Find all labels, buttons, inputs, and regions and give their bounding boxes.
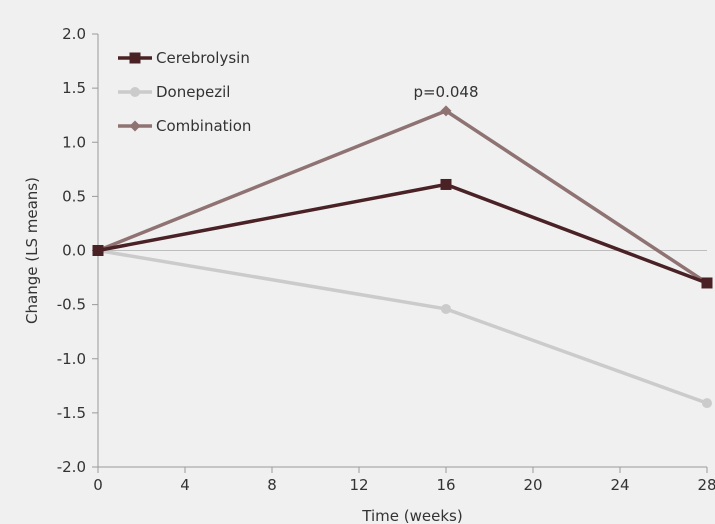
y-tick-label: -1.0 <box>57 350 86 368</box>
data-point-donepezil <box>702 398 712 409</box>
series-line-donepezil <box>97 248 708 405</box>
series-donepezil <box>93 245 712 409</box>
x-tick-label: 28 <box>697 476 715 494</box>
y-axis-title: Change (LS means) <box>23 177 41 324</box>
legend-swatch-marker <box>129 120 141 132</box>
y-tick-label: 1.0 <box>62 133 86 151</box>
y-tick-label: 1.5 <box>62 79 86 97</box>
y-tick-label: 2.0 <box>62 25 86 43</box>
data-point-cerebrolysin <box>440 178 452 190</box>
series-layer <box>92 105 713 409</box>
y-tick-label: 0.0 <box>62 242 86 260</box>
legend: Cerebrolysin Donepezil Combination <box>118 49 251 135</box>
data-point-cerebrolysin <box>92 245 104 256</box>
legend-label: Cerebrolysin <box>156 49 250 67</box>
x-tick-label: 8 <box>267 476 277 494</box>
x-axis-title: Time (weeks) <box>361 507 462 524</box>
annotation-p-value: p=0.048 <box>413 83 478 101</box>
y-tick-label: 0.5 <box>62 187 86 205</box>
annotations-layer: p=0.048 <box>413 83 478 101</box>
x-tick-label: 20 <box>523 476 542 494</box>
y-tick-label: -2.0 <box>57 458 86 476</box>
legend-swatch-marker <box>129 52 141 64</box>
legend-item-combination: Combination <box>118 117 251 135</box>
legend-swatch-marker <box>130 87 140 97</box>
series-line-cerebrolysin <box>97 182 708 285</box>
legend-item-donepezil: Donepezil <box>118 83 230 101</box>
data-point-cerebrolysin <box>701 277 713 289</box>
series-cerebrolysin <box>92 178 713 289</box>
legend-label: Combination <box>156 117 251 135</box>
legend-label: Donepezil <box>156 83 230 101</box>
legend-item-cerebrolysin: Cerebrolysin <box>118 49 250 67</box>
y-tick-label: -1.5 <box>57 404 86 422</box>
x-tick-label: 0 <box>93 476 103 494</box>
x-tick-label: 16 <box>436 476 455 494</box>
data-point-donepezil <box>441 303 451 314</box>
x-tick-label: 4 <box>180 476 190 494</box>
series-line-combination <box>97 108 708 285</box>
y-tick-label: -0.5 <box>57 296 86 314</box>
axes-layer: 2.0 1.5 1.0 0.5 0.0 -0.5 -1.0 -1.5 -2.0 0 4 8 12 16 20… <box>23 25 715 524</box>
x-tick-label: 12 <box>349 476 368 494</box>
data-point-combination <box>440 105 452 117</box>
x-tick-label: 24 <box>610 476 629 494</box>
